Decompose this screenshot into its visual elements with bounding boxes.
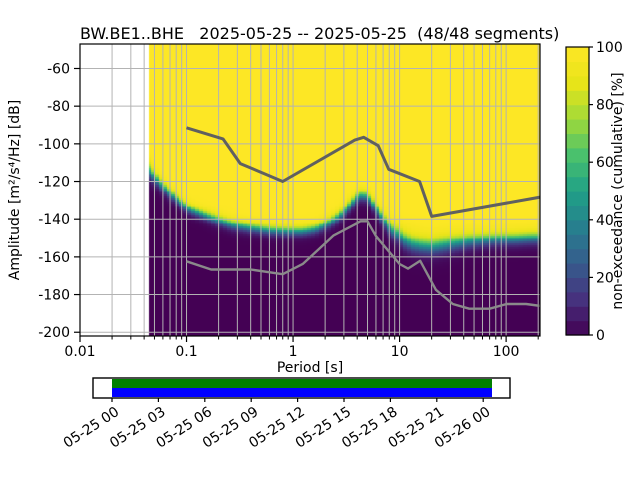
y-tick-label: -160 [38,250,70,266]
colorbar-label: non-exceedance (cumulative) [%] [610,72,626,309]
colorbar-block [566,104,589,120]
colorbar-block [566,205,589,221]
colorbar-block [566,306,589,322]
timeline-coverage-bar [112,379,492,388]
colorbar-block [566,234,589,250]
colorbar-block [566,176,589,192]
y-tick-label: -200 [38,325,70,341]
noise-model-lines [186,126,540,310]
colorbar-tick-label: 100 [596,40,623,56]
colorbar-block [566,291,589,307]
colorbar-tick-label: 40 [596,213,614,229]
colorbar-block [566,147,589,163]
y-tick-label: -180 [38,288,70,304]
x-axis-label: Period [s] [277,360,343,376]
x-tick-label: 100 [493,344,520,360]
colorbar-frame [565,46,590,336]
nhnm-noise-model-line [186,126,540,218]
grid-lines [80,44,540,336]
x-tick-label: 0.01 [64,344,95,360]
colorbar-block [566,90,589,106]
colorbar-tick-label: 20 [596,270,614,286]
timeline-data-extent-bar [112,388,492,397]
colorbar-block [566,320,589,336]
colorbar-tick-label: 0 [596,328,605,344]
x-tick-label: 0.1 [175,344,197,360]
axis-ticks [74,67,539,342]
plot-frame [79,43,541,337]
colorbar-block [566,75,589,91]
colorbar-block [566,61,589,77]
plot-title: BW.BE1..BHE 2025-05-25 -- 2025-05-25 (48… [80,24,560,43]
colorbar-tick-label: 60 [596,155,614,171]
x-tick-label: 10 [391,344,409,360]
colorbar-block [566,162,589,178]
colorbar: 0 20 40 60 80 100 [565,40,623,344]
nlnm-noise-model-line [186,220,540,310]
y-tick-label: -80 [47,99,70,115]
y-axis-label: Amplitude [m²/s⁴/Hz] [dB] [7,100,23,280]
colorbar-block [566,248,589,264]
colorbar-block [566,277,589,293]
y-tick-label: -60 [47,61,70,77]
axis-tick-labels: 0.01 0.1 1 10 100 -60 -80 -100 -120 -140 -160 -180 -… [38,61,519,360]
colorbar-block [566,219,589,235]
axes-frame [79,43,541,337]
y-tick-label: -100 [38,137,70,153]
colorbar-block [566,263,589,278]
x-tick-label: 1 [289,344,298,360]
colorbar-block [566,119,589,134]
colorbar-block [566,133,589,149]
colorbar-block [566,47,589,62]
y-tick-label: -120 [38,175,70,191]
y-tick-label: -140 [38,212,70,228]
colorbar-tick-label: 80 [596,98,614,114]
colorbar-block [566,191,589,206]
